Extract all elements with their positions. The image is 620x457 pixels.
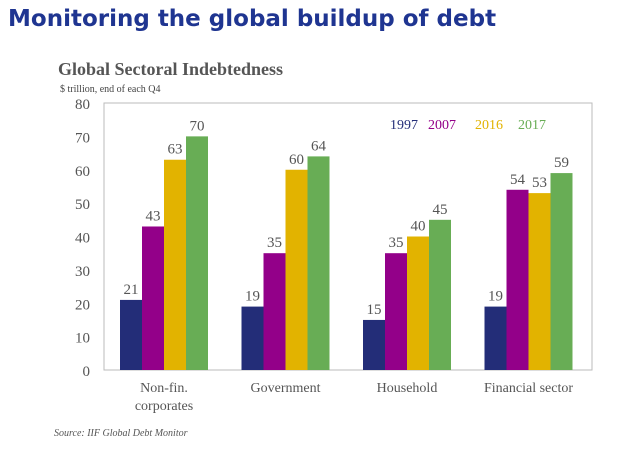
y-tick-label: 20 [75, 297, 90, 313]
bar-2017 [550, 173, 573, 370]
y-tick-label: 30 [75, 264, 90, 280]
bar-2016 [164, 159, 186, 370]
data-label: 15 [367, 302, 382, 318]
data-label: 35 [267, 235, 282, 251]
data-label: 19 [245, 289, 260, 305]
data-label: 35 [389, 235, 404, 251]
x-tick-label: Financial sector [484, 381, 573, 396]
y-tick-label: 10 [75, 331, 90, 347]
bar-1997 [484, 306, 507, 370]
data-label: 60 [289, 152, 304, 168]
bar-2007 [142, 226, 164, 370]
data-label: 54 [510, 172, 526, 188]
bar-1997 [241, 306, 264, 370]
data-label: 63 [168, 142, 183, 158]
chart-title: Global Sectoral Indebtedness [58, 59, 283, 79]
data-label: 64 [311, 138, 327, 154]
bar-2016 [407, 236, 429, 370]
data-label: 70 [190, 118, 205, 134]
data-label: 43 [146, 208, 161, 224]
source-note: Source: IIF Global Debt Monitor [54, 428, 188, 439]
bar-2017 [186, 136, 208, 370]
y-tick-label: 40 [75, 231, 90, 247]
y-tick-label: 60 [75, 164, 90, 180]
data-label: 21 [124, 282, 139, 298]
bar-1997 [120, 299, 142, 370]
chart-subtitle: $ trillion, end of each Q4 [60, 84, 161, 95]
data-label: 45 [433, 202, 448, 218]
y-tick-label: 80 [75, 97, 90, 113]
data-label: 59 [554, 155, 569, 171]
x-tick-label: corporates [135, 399, 193, 414]
bar-1997 [363, 319, 385, 370]
bar-2007 [263, 253, 286, 370]
bar-2007 [506, 189, 529, 370]
legend-entry: 2016 [475, 118, 503, 133]
x-tick-label: Non-fin. [140, 381, 188, 396]
bar-2016 [285, 169, 308, 370]
bar-2017 [307, 156, 330, 370]
bar-2007 [385, 253, 407, 370]
data-label: 19 [488, 289, 503, 305]
y-tick-label: 0 [83, 364, 91, 380]
data-label: 40 [411, 219, 426, 235]
y-tick-label: 50 [75, 197, 90, 213]
legend-entry: 1997 [390, 118, 418, 133]
bar-2017 [429, 219, 451, 370]
y-tick-label: 70 [75, 130, 90, 146]
page-title: Monitoring the global buildup of debt [8, 6, 496, 32]
legend-entry: 2017 [518, 118, 546, 133]
data-label: 53 [532, 175, 547, 191]
legend-entry: 2007 [428, 118, 456, 133]
plot-area [103, 102, 593, 371]
bar-2016 [528, 193, 551, 370]
x-tick-label: Government [251, 381, 321, 396]
x-tick-label: Household [377, 381, 438, 396]
